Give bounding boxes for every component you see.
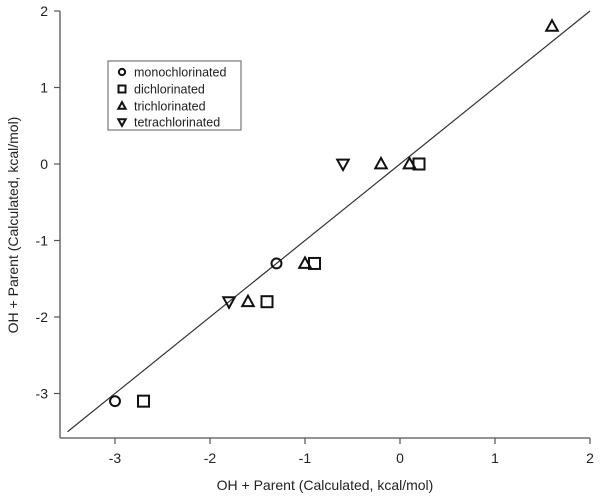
triangle-up-marker (240, 293, 256, 308)
x-tick-label: 1 (491, 450, 499, 466)
triangle-down-marker (221, 296, 237, 310)
square-marker (137, 394, 150, 408)
y-axis-ticks: 2 1 0 -1 -2 -3 (36, 3, 60, 402)
series-trichlorinated (240, 18, 560, 308)
y-tick-label: -1 (36, 233, 49, 249)
axes: -3 -2 -1 0 1 2 2 1 0 -1 -2 -3 OH + Parent (Calcula… (5, 3, 594, 493)
legend-label: monochlorinated (134, 66, 226, 80)
y-axis-title: OH + Parent (Calculated, kcal/mol) (5, 117, 21, 334)
legend-label: tetrachlorinated (134, 116, 220, 130)
x-tick-label: 0 (396, 450, 404, 466)
y-tick-label: -3 (36, 386, 49, 402)
triangle-up-marker (544, 18, 560, 32)
circle-marker (109, 395, 121, 408)
y-tick-label: -2 (36, 309, 49, 325)
x-axis-title: OH + Parent (Calculated, kcal/mol) (217, 477, 434, 493)
circle-icon (117, 67, 127, 77)
triangle-up-marker (402, 155, 417, 170)
triangle-down-marker (335, 158, 351, 173)
x-tick-label: -1 (299, 450, 312, 466)
square-icon (117, 84, 127, 94)
series-dichlorinated (137, 157, 426, 408)
x-tick-label: -2 (204, 450, 217, 466)
y-tick-label: 2 (40, 3, 48, 19)
legend: monochlorinated dichlorinated trichlorinat… (107, 60, 242, 131)
x-axis-ticks: -3 -2 -1 0 1 2 (109, 438, 594, 466)
series-monochlorinated (109, 257, 283, 408)
legend-box (107, 60, 242, 131)
triangle-up-icon (116, 100, 128, 110)
series-tetrachlorinated (221, 158, 351, 310)
square-marker (260, 295, 274, 309)
legend-label: dichlorinated (134, 83, 205, 97)
triangle-down-icon (116, 118, 128, 128)
x-tick-label: -3 (109, 450, 122, 466)
y-tick-label: 1 (40, 80, 48, 96)
x-tick-label: 2 (586, 450, 594, 466)
identity-line (67, 10, 591, 433)
triangle-up-marker (297, 255, 313, 269)
circle-marker (270, 257, 283, 270)
legend-label: trichlorinated (134, 100, 206, 114)
y-tick-label: 0 (40, 156, 48, 172)
triangle-up-marker (373, 155, 389, 170)
data-points (109, 18, 560, 408)
